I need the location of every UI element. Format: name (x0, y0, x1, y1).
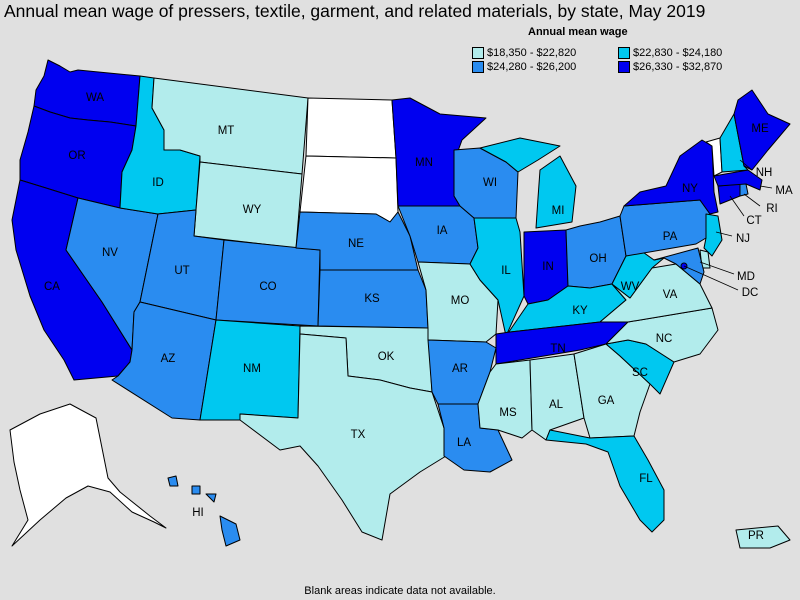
legend-label: $24,280 - $26,200 (487, 61, 577, 73)
legend-item: $24,280 - $26,200 (472, 61, 576, 73)
state-label-tn: TN (550, 343, 565, 355)
state-fl (545, 429, 665, 533)
state-ct (717, 183, 741, 205)
state-label-mn: MN (415, 157, 433, 169)
map-title: Annual mean wage of pressers, textile, g… (4, 1, 706, 21)
state-label-id: ID (152, 177, 164, 189)
state-label-md: MD (737, 271, 755, 283)
state-label-wv: WV (621, 281, 640, 293)
state-label-nj: NJ (736, 233, 750, 245)
state-label-pa: PA (663, 231, 678, 243)
state-label-nc: NC (656, 333, 673, 345)
state-nh (719, 113, 749, 173)
state-md (653, 247, 705, 285)
state-label-sc: SC (632, 367, 648, 379)
state-label-ks: KS (364, 293, 380, 305)
state-label-ma: MA (775, 185, 793, 197)
legend-swatch (472, 47, 484, 59)
state-label-ar: AR (452, 363, 468, 375)
state-il (469, 217, 525, 337)
state-label-ca: CA (44, 281, 60, 293)
state-ak (9, 403, 167, 547)
legend-swatch (618, 61, 630, 73)
state-label-wi: WI (483, 177, 497, 189)
state-label-me: ME (751, 123, 769, 135)
state-pr (735, 525, 791, 549)
state-label-dc: DC (742, 287, 759, 299)
state-label-ny: NY (682, 183, 698, 195)
legend-item: $26,330 - $32,870 (618, 61, 722, 73)
legend-label: $18,350 - $22,820 (487, 47, 577, 59)
state-label-va: VA (663, 289, 678, 301)
state-mt (151, 77, 309, 175)
state-label-ut: UT (174, 265, 189, 277)
state-nj (703, 213, 723, 257)
state-label-tx: TX (351, 429, 366, 441)
state-label-ri: RI (766, 203, 778, 215)
state-pa (619, 199, 711, 257)
state-label-wa: WA (86, 92, 104, 104)
state-nd (305, 97, 397, 159)
state-label-hi: HI (192, 507, 204, 519)
state-label-ky: KY (572, 305, 588, 317)
legend-label: $22,830 - $24,180 (633, 47, 723, 59)
state-label-az: AZ (161, 353, 176, 365)
state-label-nm: NM (243, 363, 261, 375)
state-label-or: OR (68, 150, 85, 162)
legend-item: $18,350 - $22,820 (472, 47, 576, 59)
state-me (733, 89, 791, 171)
state-label-mt: MT (218, 125, 235, 137)
state-label-co: CO (259, 281, 276, 293)
state-label-ne: NE (348, 238, 364, 250)
state-label-la: LA (457, 437, 471, 449)
legend-title: Annual mean wage (528, 26, 628, 38)
state-ne (295, 211, 419, 271)
footnote: Blank areas indicate data not available. (304, 585, 496, 597)
state-label-nh: NH (756, 167, 773, 179)
state-tx (239, 333, 447, 541)
state-label-oh: OH (589, 253, 606, 265)
legend-swatch (618, 47, 630, 59)
legend-swatch (472, 61, 484, 73)
state-label-ok: OK (378, 351, 395, 363)
state-label-mi: MI (552, 205, 565, 217)
state-label-wy: WY (243, 204, 262, 216)
state-label-pr: PR (748, 530, 764, 542)
legend-item: $22,830 - $24,180 (618, 47, 722, 59)
leader-lines (683, 159, 773, 291)
state-label-in: IN (542, 261, 554, 273)
state-label-al: AL (549, 399, 564, 411)
state-vt (705, 137, 723, 177)
state-label-ia: IA (437, 225, 448, 237)
state-label-fl: FL (639, 473, 653, 485)
state-label-ga: GA (598, 395, 615, 407)
state-label-ct: CT (746, 215, 761, 227)
legend-label: $26,330 - $32,870 (633, 61, 723, 73)
state-label-mo: MO (451, 295, 470, 307)
state-hi (167, 475, 241, 547)
state-mi (479, 137, 577, 229)
state-label-ms: MS (499, 407, 517, 419)
state-label-il: IL (501, 265, 511, 277)
state-label-nv: NV (102, 247, 118, 259)
